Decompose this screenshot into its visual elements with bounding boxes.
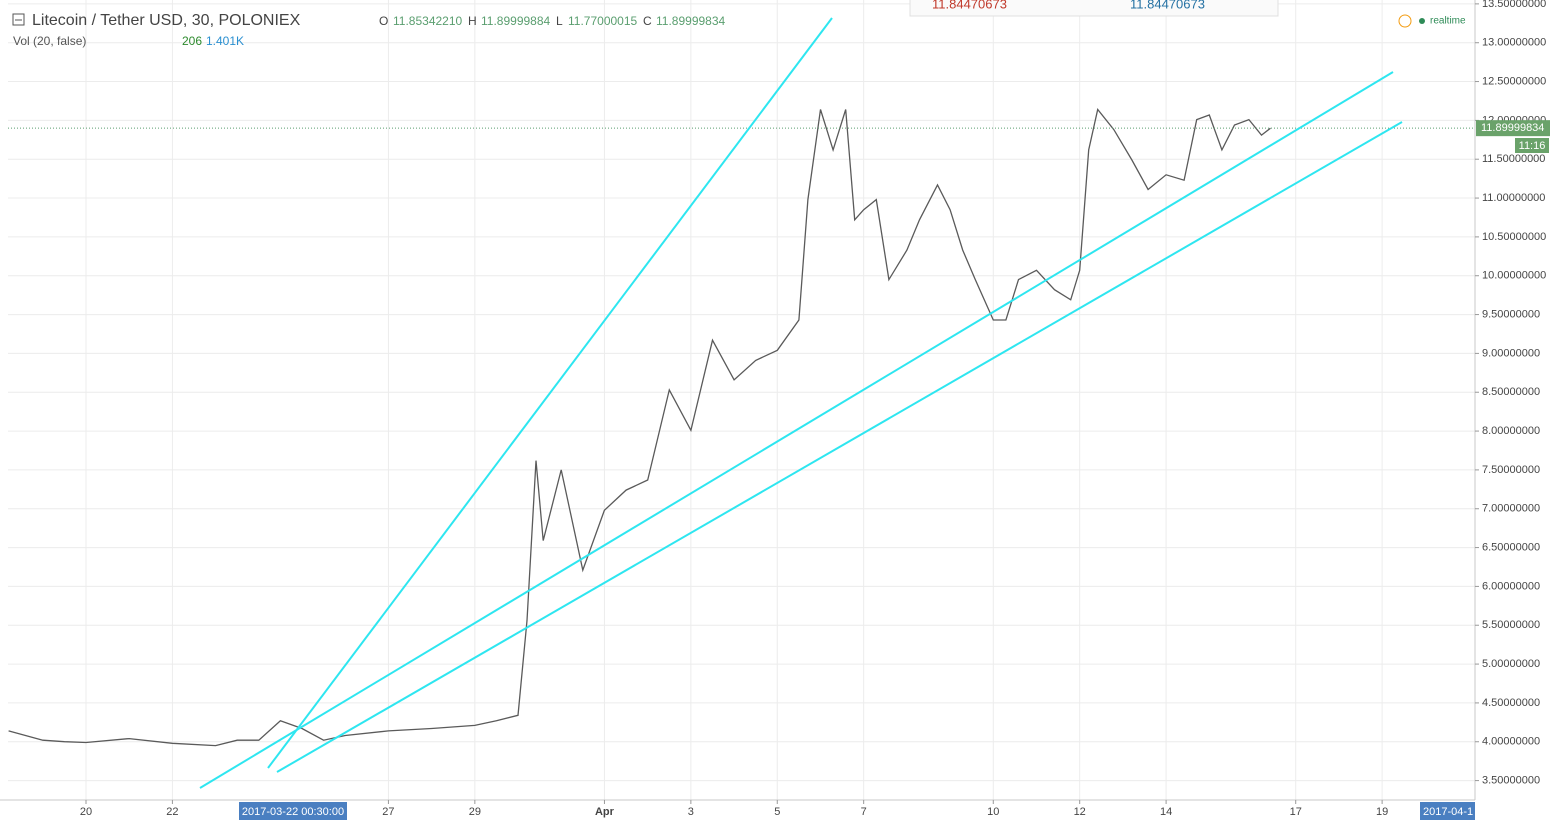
- x-tick-label: 7: [861, 806, 867, 818]
- trend-lines: [199, 17, 1403, 789]
- y-tick-label: 12.50000000: [1482, 75, 1546, 87]
- y-tick-label: 13.50000000: [1482, 0, 1546, 10]
- symbol-title[interactable]: Litecoin / Tether USD, 30, POLONIEX: [32, 12, 301, 29]
- y-tick-label: 4.00000000: [1482, 736, 1540, 748]
- ohlc-label: O: [379, 14, 388, 28]
- x-tick-label: 20: [80, 806, 92, 818]
- crosshair-box: [239, 802, 347, 820]
- y-tick-label: 10.50000000: [1482, 231, 1546, 243]
- ohlc-label: H: [468, 14, 477, 28]
- y-tick-label: 6.00000000: [1482, 580, 1540, 592]
- trend-line: [267, 17, 833, 769]
- volume-value: 206: [182, 34, 202, 48]
- ohlc-value: 11.85342210: [393, 14, 463, 28]
- volume-ma: 1.401K: [206, 34, 244, 48]
- trend-line: [199, 71, 1394, 789]
- plot: [8, 108, 1475, 747]
- y-tick-label: 7.50000000: [1482, 464, 1540, 476]
- realtime-label: realtime: [1430, 16, 1466, 27]
- y-tick-label: 5.50000000: [1482, 619, 1540, 631]
- y-tick-label: 13.00000000: [1482, 37, 1546, 49]
- ohlc-label: L: [556, 14, 563, 28]
- volume-label[interactable]: Vol (20, false): [13, 34, 86, 48]
- y-tick-label: 10.00000000: [1482, 270, 1546, 282]
- buy-price[interactable]: 11.84470673: [1130, 0, 1205, 11]
- right-date: 2017-04-1: [1423, 806, 1473, 818]
- sell-price[interactable]: 11.84470673: [932, 0, 1007, 11]
- realtime-dot: [1419, 18, 1425, 24]
- x-tick-label: 29: [469, 806, 481, 818]
- ohlc-value: 11.89999834: [656, 14, 726, 28]
- y-tick-label: 8.50000000: [1482, 386, 1540, 398]
- warning-icon[interactable]: [1398, 14, 1412, 28]
- ohlc-label: C: [643, 14, 652, 28]
- countdown-box: [1515, 138, 1549, 153]
- ohlc-value: 11.89999884: [481, 14, 551, 28]
- collapse-icon[interactable]: [12, 13, 25, 26]
- y-tick-label: 6.50000000: [1482, 541, 1540, 553]
- y-tick-label: 9.50000000: [1482, 308, 1540, 320]
- last-price-label: 11.89999834: [1481, 122, 1544, 134]
- x-tick-label: 17: [1290, 806, 1302, 818]
- right-date-box: [1420, 802, 1475, 820]
- y-tick-label: 11.00000000: [1482, 192, 1545, 204]
- ohlc-value: 11.77000015: [568, 14, 638, 28]
- x-tick-label: 12: [1074, 806, 1086, 818]
- last-price-box: [1476, 120, 1550, 137]
- y-tick-label: 3.50000000: [1482, 774, 1540, 786]
- grid: [8, 0, 1475, 800]
- price-line: [8, 108, 1271, 747]
- y-tick-label: 4.50000000: [1482, 697, 1540, 709]
- trend-line: [276, 121, 1403, 773]
- countdown: 11:16: [1519, 140, 1546, 152]
- x-tick-label: 10: [987, 806, 999, 818]
- x-tick-label: 19: [1376, 806, 1388, 818]
- y-tick-label: 8.00000000: [1482, 425, 1540, 437]
- crosshair-date: 2017-03-22 00:30:00: [242, 806, 344, 818]
- trade-box: [909, 0, 1279, 17]
- x-tick-label: 3: [688, 806, 694, 818]
- axes: 3.50000000 4.00000000 4.50000000 5.00000000…: [80, 0, 1550, 818]
- x-tick-label: Apr: [595, 806, 615, 818]
- y-tick-label: 9.00000000: [1482, 347, 1540, 359]
- y-tick-label: 11.50000000: [1482, 153, 1545, 165]
- y-tick-label: 5.00000000: [1482, 658, 1540, 670]
- x-tick-label: 27: [382, 806, 394, 818]
- x-tick-label: 14: [1160, 806, 1172, 818]
- x-tick-label: 22: [166, 806, 178, 818]
- y-tick-label: 7.00000000: [1482, 503, 1540, 515]
- x-tick-label: 5: [774, 806, 780, 818]
